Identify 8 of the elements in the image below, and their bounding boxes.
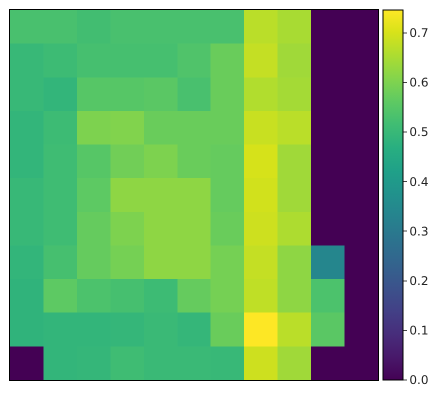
color-bar-label: 0.6 — [409, 76, 428, 90]
color-bar-label: 0.1 — [409, 324, 428, 338]
color-bar-label: 0.3 — [409, 224, 428, 238]
color-bar-label: 0.7 — [409, 26, 428, 40]
color-bar-label: 0.4 — [409, 174, 428, 189]
color-bar-label: 0.0 — [409, 373, 428, 388]
color-bar-label: 0.5 — [409, 125, 428, 140]
color-bar-label: 0.2 — [409, 274, 428, 288]
